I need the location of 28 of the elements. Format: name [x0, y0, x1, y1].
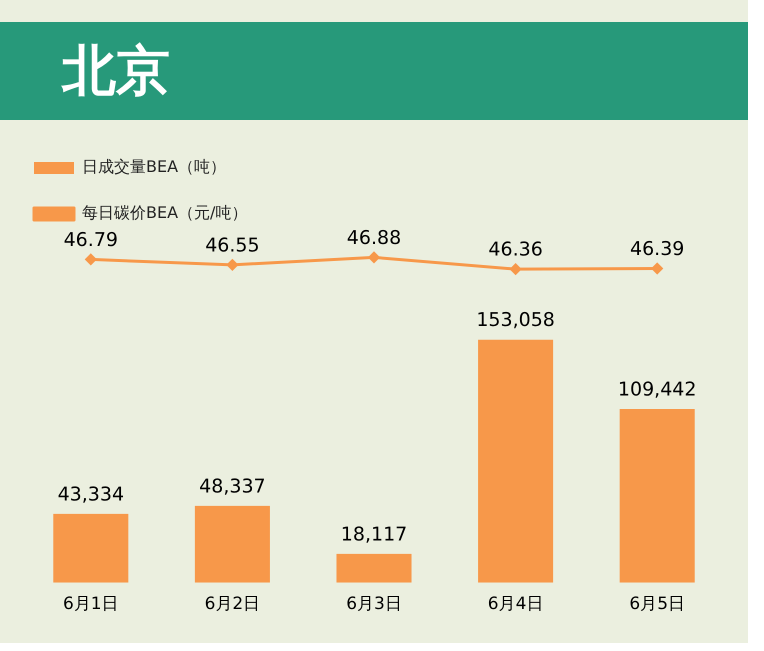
x-tick-label: 6月1日	[62, 594, 119, 614]
legend-label: 每日碳价BEA（元/吨）	[82, 203, 248, 222]
data-label: 46.39	[630, 238, 684, 260]
chart-title: 北京	[62, 38, 170, 104]
point	[652, 262, 663, 274]
data-label: 46.79	[64, 228, 118, 251]
data-label: 18,117	[340, 523, 408, 546]
point	[85, 254, 96, 265]
bar	[478, 340, 554, 583]
point	[510, 264, 522, 275]
x-tick-label: 6月4日	[488, 594, 544, 614]
bar	[336, 554, 412, 583]
data-label: 46.55	[205, 234, 260, 256]
point	[226, 259, 238, 270]
x-tick-label: 6月2日	[204, 594, 260, 614]
data-label: 153,058	[476, 309, 555, 332]
bar	[620, 408, 695, 583]
data-label: 43,334	[58, 483, 124, 506]
data-label: 48,337	[199, 475, 266, 498]
legend-label: 日成交量BEA（吨）	[82, 157, 226, 176]
bar	[53, 514, 128, 583]
bar	[194, 506, 270, 583]
x-tick-label: 6月5日	[629, 594, 686, 614]
data-label: 46.36	[488, 238, 543, 261]
data-label: 46.88	[346, 226, 402, 249]
x-tick-label: 6月3日	[346, 594, 402, 614]
point	[368, 252, 380, 263]
data-label: 109,442	[618, 378, 696, 400]
